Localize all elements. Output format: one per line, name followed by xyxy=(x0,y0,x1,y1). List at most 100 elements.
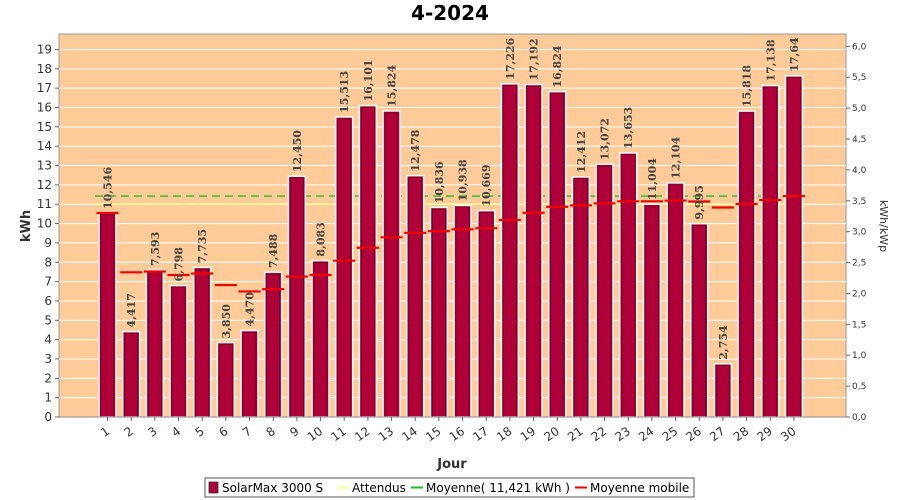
y-tick-label: 12 xyxy=(37,178,52,192)
x-tick-label: 9 xyxy=(287,424,301,440)
bar xyxy=(263,271,283,418)
bar xyxy=(547,90,567,418)
chart-title: 4-2024 xyxy=(411,1,489,25)
bar-value-label: 9,995 xyxy=(693,185,706,219)
bar-value-label: 10,938 xyxy=(457,159,470,201)
y-tick-label: 4 xyxy=(44,333,52,347)
y-right-tick-label: 1,0 xyxy=(852,351,867,361)
bar xyxy=(713,362,733,418)
bar-value-label: 10,546 xyxy=(102,167,115,209)
bar-value-label: 17,64 xyxy=(788,37,801,72)
bar-value-label: 7,593 xyxy=(149,232,162,266)
x-tick-label: 21 xyxy=(565,424,586,444)
y-tick-label: 9 xyxy=(44,236,52,250)
bar-value-label: 3,850 xyxy=(220,304,233,339)
bar xyxy=(192,266,212,418)
y-tick-label: 3 xyxy=(44,352,52,366)
bar xyxy=(382,110,401,418)
legend-label: Moyenne mobile xyxy=(590,481,689,495)
x-tick-label: 26 xyxy=(683,424,704,444)
y-right-tick-label: 5,0 xyxy=(852,104,867,114)
x-tick-label: 11 xyxy=(328,424,349,444)
bar xyxy=(642,203,662,418)
y-tick-label: 16 xyxy=(37,101,52,115)
bar-value-label: 4,470 xyxy=(244,292,257,327)
bar xyxy=(595,163,614,418)
bar xyxy=(169,284,188,418)
y-right-tick-label: 4,0 xyxy=(852,166,867,176)
legend-label: Moyenne( 11,421 kWh ) xyxy=(426,481,570,495)
bars xyxy=(98,75,804,418)
y-right-tick-label: 2,0 xyxy=(852,289,867,299)
y-tick-label: 14 xyxy=(37,139,52,153)
x-tick-label: 10 xyxy=(305,424,326,444)
y-tick-label: 2 xyxy=(44,371,52,385)
bar-value-label: 7,488 xyxy=(267,233,280,268)
y-tick-label: 17 xyxy=(37,81,52,95)
x-tick-label: 29 xyxy=(754,424,775,444)
bar-value-label: 2,754 xyxy=(717,325,730,360)
x-tick-label: 1 xyxy=(98,424,112,440)
bar-value-label: 13,072 xyxy=(599,118,612,160)
y-right-tick-label: 6,0 xyxy=(852,42,867,52)
bar-value-label: 11,004 xyxy=(646,158,659,200)
x-tick-label: 17 xyxy=(470,424,491,444)
y-right-tick-label: 1,5 xyxy=(852,320,866,330)
moving-average xyxy=(96,194,805,293)
y-right-tick-label: 3,5 xyxy=(852,197,866,207)
x-tick-label: 28 xyxy=(731,424,752,444)
x-tick-label: 24 xyxy=(636,424,657,444)
bar-value-label: 7,735 xyxy=(196,229,209,263)
x-tick-label: 7 xyxy=(240,424,254,440)
x-axis-title: Jour xyxy=(436,457,467,472)
y-right-tick-label: 5,5 xyxy=(852,73,866,83)
x-tick-label: 27 xyxy=(707,424,728,444)
y-tick-label: 8 xyxy=(44,255,52,269)
bar xyxy=(761,84,780,418)
y-tick-label: 13 xyxy=(37,159,52,173)
bar-value-label: 17,138 xyxy=(764,39,777,81)
legend: SolarMax 3000 S Attendus Moyenne( 11,421 k… xyxy=(204,477,695,498)
x-tick-label: 12 xyxy=(352,424,373,444)
y-tick-label: 15 xyxy=(37,120,52,134)
bar xyxy=(524,83,543,418)
x-tick-label: 19 xyxy=(518,424,539,444)
bar-value-label: 6,798 xyxy=(173,247,186,282)
x-tick-label: 16 xyxy=(447,424,468,444)
bar-value-label: 17,192 xyxy=(528,38,541,80)
x-axis: 1 2 3 4 5 6 7 8 9 10 11 12 13 14 15 16 17 18 19 20 21 22 23 24 2… xyxy=(59,416,846,444)
x-tick-label: 15 xyxy=(423,424,444,444)
legend-box xyxy=(204,477,695,498)
bar-value-label: 12,104 xyxy=(670,136,683,178)
bar-value-label: 17,226 xyxy=(504,37,517,79)
y-tick-label: 18 xyxy=(37,62,52,76)
bar-value-label: 15,824 xyxy=(386,64,399,106)
y-tick-label: 0 xyxy=(44,410,52,424)
x-tick-label: 13 xyxy=(376,424,397,444)
bar xyxy=(98,212,117,418)
y-axis-title: kWh xyxy=(19,210,34,242)
bar xyxy=(311,259,330,418)
bar xyxy=(334,116,354,418)
bar xyxy=(287,175,307,418)
value-labels: 10,546 4,417 7,593 6,798 7,735 3,850 4,470 7,48… xyxy=(102,37,801,360)
bar xyxy=(571,176,591,418)
bar xyxy=(405,174,425,418)
y-tick-label: 5 xyxy=(44,313,52,327)
bar-value-label: 12,450 xyxy=(291,130,304,172)
x-tick-label: 23 xyxy=(612,424,633,444)
legend-label: Attendus xyxy=(352,481,406,495)
bar-value-label: 13,653 xyxy=(622,107,635,149)
bar xyxy=(476,209,496,418)
x-tick-label: 6 xyxy=(216,424,230,440)
x-tick-label: 18 xyxy=(494,424,515,444)
y-axis-right-title: kWh/kWp xyxy=(877,200,890,252)
bar xyxy=(690,222,709,418)
x-tick-label: 20 xyxy=(541,424,562,444)
bar xyxy=(784,75,804,418)
bar xyxy=(737,110,756,418)
y-tick-label: 1 xyxy=(44,391,52,405)
